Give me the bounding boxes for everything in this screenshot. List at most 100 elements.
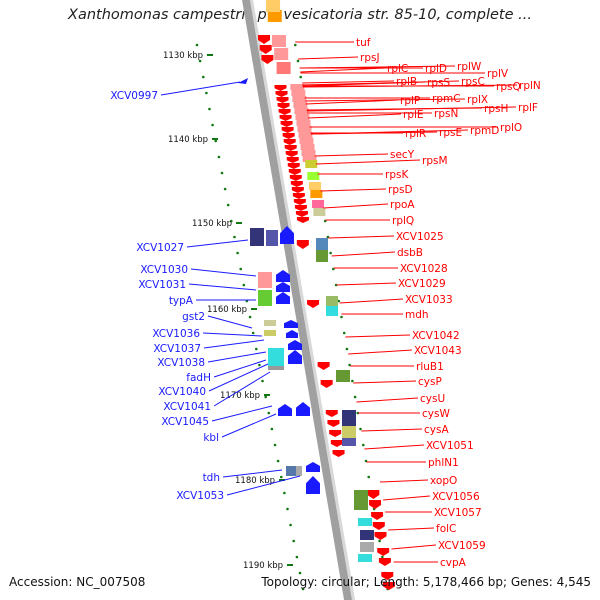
gene-block[interactable]: [258, 272, 272, 288]
gene-arrow-reverse[interactable]: [286, 157, 299, 163]
gene-label-reverse[interactable]: rplX: [467, 94, 488, 106]
gene-arrow-reverse[interactable]: [329, 430, 342, 437]
gene-arrow-reverse[interactable]: [291, 187, 304, 193]
gene-arrow-reverse[interactable]: [281, 127, 294, 133]
gene-label-reverse[interactable]: rpsS: [427, 77, 450, 89]
gene-label-forward[interactable]: XCV0997: [110, 90, 158, 102]
gene-label-reverse[interactable]: tuf: [356, 37, 371, 49]
gene-arrow-reverse[interactable]: [369, 500, 382, 509]
gene-arrow-reverse[interactable]: [307, 300, 320, 308]
gene-block[interactable]: [326, 306, 338, 316]
gene-arrow-reverse[interactable]: [317, 362, 330, 370]
gene-arrow-reverse[interactable]: [283, 139, 296, 145]
gene-label-forward[interactable]: XCV1031: [138, 279, 186, 291]
gene-arrow-reverse[interactable]: [278, 109, 291, 115]
gene-block[interactable]: [291, 90, 306, 96]
gene-arrow-reverse[interactable]: [288, 169, 301, 175]
gene-arrow-forward[interactable]: [296, 402, 310, 416]
gene-arrow-reverse[interactable]: [367, 490, 380, 499]
gene-block[interactable]: [298, 132, 313, 138]
gene-label-forward[interactable]: XCV1053: [176, 490, 224, 502]
gene-label-reverse[interactable]: rpsN: [434, 108, 458, 120]
gene-block[interactable]: [312, 200, 325, 208]
gene-block[interactable]: [250, 228, 264, 246]
gene-label-reverse[interactable]: cysP: [418, 376, 442, 388]
gene-label-reverse[interactable]: XCV1042: [412, 330, 460, 342]
gene-label-reverse[interactable]: XCV1033: [405, 294, 453, 306]
gene-arrow-reverse[interactable]: [287, 163, 300, 169]
gene-label-reverse[interactable]: rplN: [519, 80, 541, 92]
gene-arrow-reverse[interactable]: [320, 380, 333, 388]
gene-block[interactable]: [308, 182, 321, 190]
gene-label-forward[interactable]: XCV1038: [157, 357, 205, 369]
gene-block[interactable]: [358, 518, 372, 526]
gene-label-reverse[interactable]: rpsE: [439, 127, 462, 139]
gene-block[interactable]: [300, 144, 315, 150]
gene-arrow-reverse[interactable]: [296, 217, 309, 223]
gene-block[interactable]: [310, 190, 323, 198]
gene-label-reverse[interactable]: rpsH: [484, 103, 508, 115]
gene-label-reverse[interactable]: rpmD: [470, 125, 499, 137]
gene-arrow-reverse[interactable]: [382, 582, 395, 590]
gene-arrow-reverse[interactable]: [294, 205, 307, 211]
gene-arrow-reverse[interactable]: [293, 199, 306, 205]
gene-label-forward[interactable]: tdh: [203, 472, 220, 484]
gene-arrow-reverse[interactable]: [378, 558, 391, 566]
gene-block[interactable]: [295, 114, 310, 120]
gene-arrow-forward[interactable]: [276, 270, 290, 282]
gene-arrow-reverse[interactable]: [258, 35, 270, 44]
gene-label-reverse[interactable]: XCV1029: [398, 278, 446, 290]
gene-label-reverse[interactable]: rpsJ: [360, 52, 380, 64]
gene-arrow-forward[interactable]: [286, 330, 298, 338]
gene-label-reverse[interactable]: XCV1051: [426, 440, 474, 452]
gene-label-forward[interactable]: XCV1036: [152, 328, 200, 340]
gene-arrow-reverse[interactable]: [374, 532, 387, 540]
gene-label-reverse[interactable]: dsbB: [397, 247, 423, 259]
gene-label-forward[interactable]: XCV1037: [153, 343, 201, 355]
gene-label-forward[interactable]: kbl: [203, 432, 219, 444]
gene-label-reverse[interactable]: rplV: [487, 68, 509, 80]
gene-label-forward[interactable]: typA: [169, 295, 194, 307]
gene-label-reverse[interactable]: xopO: [430, 475, 457, 487]
gene-block[interactable]: [296, 120, 311, 126]
gene-arrow-reverse[interactable]: [296, 240, 309, 249]
gene-label-forward[interactable]: XCV1045: [161, 416, 209, 428]
gene-block[interactable]: [296, 466, 302, 476]
gene-arrow-reverse[interactable]: [292, 193, 305, 199]
gene-arrow-reverse[interactable]: [285, 151, 298, 157]
gene-arrow-reverse[interactable]: [279, 115, 292, 121]
gene-block[interactable]: [274, 48, 289, 60]
gene-block[interactable]: [354, 490, 368, 510]
gene-arrow-forward[interactable]: [280, 226, 294, 244]
gene-arrow-reverse[interactable]: [259, 45, 272, 54]
gene-block[interactable]: [360, 542, 374, 552]
gene-arrow-reverse[interactable]: [282, 133, 295, 139]
gene-block[interactable]: [305, 160, 318, 168]
gene-block[interactable]: [316, 238, 328, 250]
gene-arrow-reverse[interactable]: [275, 91, 288, 97]
gene-label-reverse[interactable]: rplF: [518, 102, 538, 114]
gene-label-reverse[interactable]: rplC: [387, 63, 408, 75]
gene-arrow-reverse[interactable]: [276, 97, 289, 103]
gene-arrow-reverse[interactable]: [381, 572, 394, 580]
gene-label-reverse[interactable]: phlN1: [428, 457, 459, 469]
gene-arrow-forward[interactable]: [238, 78, 248, 84]
gene-block[interactable]: [266, 230, 278, 246]
gene-block[interactable]: [360, 530, 374, 540]
gene-block[interactable]: [299, 138, 314, 144]
gene-label-reverse[interactable]: rplQ: [392, 215, 414, 227]
gene-block[interactable]: [336, 370, 350, 382]
gene-label-reverse[interactable]: cvpA: [440, 557, 467, 569]
gene-label-reverse[interactable]: rluB1: [416, 361, 444, 373]
gene-arrow-reverse[interactable]: [330, 440, 343, 447]
gene-block[interactable]: [301, 150, 316, 156]
gene-arrow-reverse[interactable]: [261, 55, 274, 64]
gene-block[interactable]: [267, 10, 282, 22]
gene-arrow-forward[interactable]: [306, 476, 320, 494]
gene-block[interactable]: [326, 296, 338, 306]
gene-label-reverse[interactable]: rplR: [405, 128, 426, 140]
gene-label-reverse[interactable]: XCV1028: [400, 263, 448, 275]
gene-label-reverse[interactable]: XCV1057: [434, 507, 482, 519]
gene-arrow-forward[interactable]: [284, 320, 298, 328]
